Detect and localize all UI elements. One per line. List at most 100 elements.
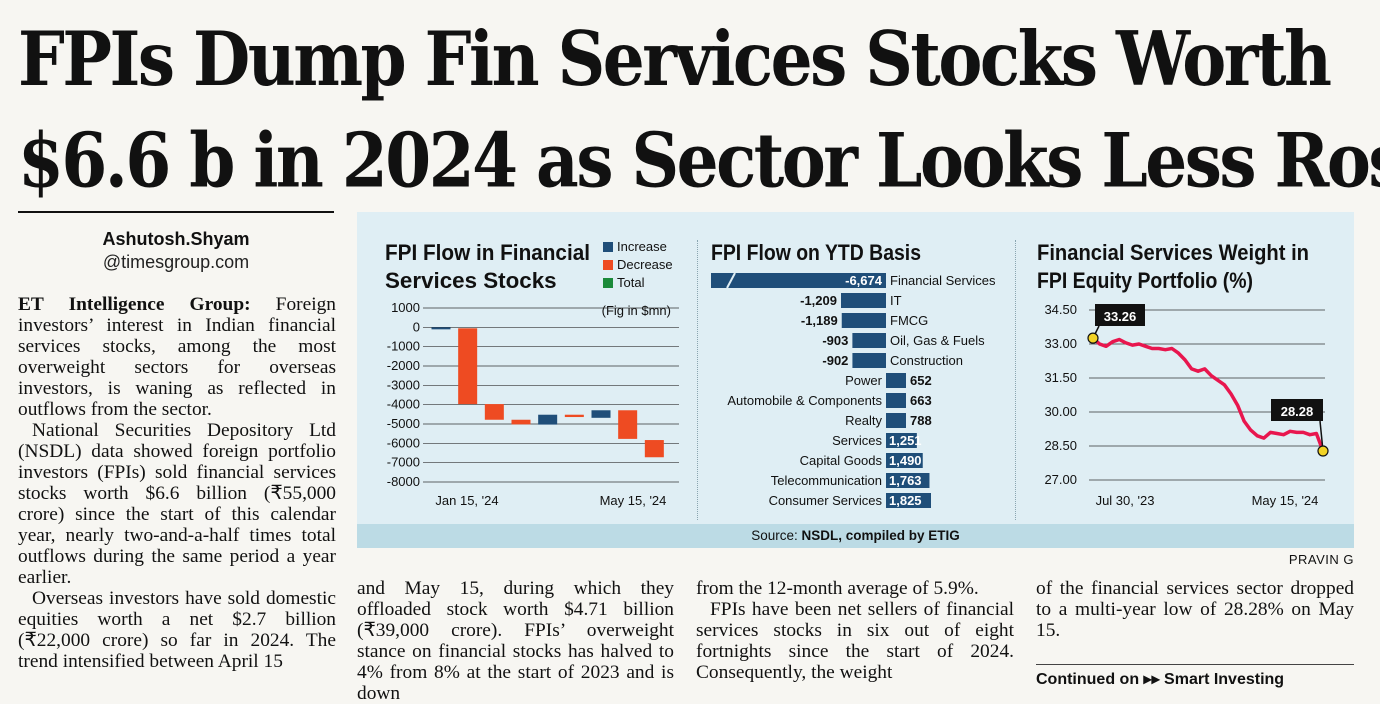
ytd-value-label: -6,674	[845, 273, 883, 288]
ytd-sector-label: Realty	[845, 413, 882, 428]
article-text: Foreign investors’ interest in Indian fi…	[18, 294, 336, 420]
waterfall-bar	[538, 414, 558, 425]
chart-title: Financial Services Weight in	[1037, 240, 1309, 265]
ytd-bar	[711, 273, 886, 288]
ytd-value-label: -902	[822, 353, 848, 368]
ytd-bar	[886, 393, 906, 408]
article-paragraph: Overseas investors have sold domestic eq…	[18, 588, 336, 672]
ytd-bar	[886, 433, 917, 448]
ytd-bar	[886, 373, 906, 388]
article-lead: ET Intelligence Group:	[18, 294, 251, 315]
ytd-sector-label: Services	[832, 433, 882, 448]
end-value-box	[1271, 399, 1323, 421]
article-paragraph: and May 15, during which they offloaded …	[357, 578, 674, 704]
waterfall-bar	[618, 410, 638, 439]
chart-title: Services Stocks	[385, 268, 557, 293]
panel-divider	[697, 240, 698, 520]
ytd-value-label: 1,763	[889, 473, 922, 488]
ytd-bar	[886, 413, 906, 428]
fpi-flow-ytd-chart: FPI Flow on YTD Basis -6,674 Financial Ser…	[711, 240, 996, 508]
article-paragraph: National Securities Depository Ltd (NSDL…	[18, 420, 336, 588]
ytd-sector-label: FMCG	[890, 313, 928, 328]
ytd-value-label: -903	[822, 333, 848, 348]
ytd-sector-label: Power	[845, 373, 883, 388]
y-tick-label: 34.50	[1044, 302, 1077, 317]
start-marker	[1087, 332, 1099, 344]
ytd-sector-label: Consumer Services	[769, 493, 883, 508]
waterfall-bar	[564, 414, 584, 418]
article-column-1: ET Intelligence Group: Foreign investors…	[18, 294, 336, 672]
ytd-sector-label: Capital Goods	[800, 453, 883, 468]
headline-line-2: $6.6 b in 2024 as Sector Looks Less Rosy	[18, 116, 1380, 205]
ytd-bar	[852, 353, 886, 368]
waterfall-bar	[511, 419, 531, 425]
start-value-label: 33.26	[1104, 309, 1137, 324]
y-tick-label: -4000	[387, 397, 420, 412]
ytd-value-label: 652	[910, 373, 932, 388]
y-tick-label: -6000	[387, 435, 420, 450]
article-column-4: of the financial services sector dropped…	[1036, 578, 1354, 641]
y-tick-label: 33.00	[1044, 336, 1077, 351]
waterfall-bar	[458, 328, 478, 405]
ytd-bar	[841, 313, 886, 328]
legend-swatch	[603, 242, 613, 252]
y-tick-label: 27.00	[1044, 472, 1077, 487]
article-paragraph: from the 12-month average of 5.9%.	[696, 578, 979, 599]
legend-swatch	[603, 260, 613, 270]
chart-source: Source: NSDL, compiled by ETIG	[357, 524, 1354, 548]
waterfall-bar	[484, 404, 504, 420]
financial-weight-chart: Financial Services Weight in FPI Equity P…	[1037, 240, 1329, 508]
byline-author: Ashutosh.Shyam	[102, 229, 250, 249]
y-tick-label: -7000	[387, 455, 420, 470]
ytd-sector-label: Oil, Gas & Fuels	[890, 333, 985, 348]
end-value-label: 28.28	[1281, 404, 1314, 419]
ytd-sector-label: Automobile & Components	[727, 393, 882, 408]
chart-title: FPI Flow in Financial	[385, 240, 590, 265]
graphics-panel	[357, 212, 1354, 548]
fpi-flow-waterfall-chart: FPI Flow in Financial Services Stocks Incr…	[385, 239, 679, 508]
article-paragraph: ET Intelligence Group: Foreign investors…	[18, 294, 336, 420]
x-tick-label: Jul 30, '23	[1096, 493, 1155, 508]
start-value-box	[1095, 304, 1145, 326]
waterfall-bar	[431, 327, 451, 330]
bar-break-mark	[726, 272, 736, 289]
headline-line-1: FPIs Dump Fin Services Stocks Worth	[18, 14, 1332, 103]
article-paragraph: of the financial services sector dropped…	[1036, 578, 1354, 641]
legend-label: Decrease	[617, 257, 673, 272]
x-tick-label: May 15, '24	[600, 493, 667, 508]
ytd-value-label: 1,490	[889, 453, 922, 468]
ytd-sector-label: IT	[890, 293, 902, 308]
weight-line	[1091, 336, 1325, 452]
ytd-value-label: 663	[910, 393, 932, 408]
ytd-bar	[886, 453, 923, 468]
y-tick-label: -3000	[387, 377, 420, 392]
ytd-sector-label: Telecommunication	[771, 473, 882, 488]
legend-label: Increase	[617, 239, 667, 254]
y-tick-label: 30.00	[1044, 404, 1077, 419]
ytd-bar	[841, 293, 886, 308]
y-tick-label: -8000	[387, 474, 420, 489]
source-prefix: Source:	[751, 528, 802, 543]
article-paragraph: FPIs have been net sellers of financial …	[696, 599, 1014, 683]
ytd-sector-label: Construction	[890, 353, 963, 368]
waterfall-bar	[644, 440, 664, 458]
y-tick-label: -1000	[387, 339, 420, 354]
y-tick-label: -5000	[387, 416, 420, 431]
y-tick-label: -2000	[387, 358, 420, 373]
byline-org: @timesgroup.com	[102, 252, 250, 272]
continued-link[interactable]: Continued on ▸▸ Smart Investing	[1036, 664, 1354, 689]
panel-divider	[1015, 240, 1016, 520]
ytd-value-label: 1,825	[889, 493, 922, 508]
y-tick-label: 31.50	[1044, 370, 1077, 385]
chart-title: FPI Equity Portfolio (%)	[1037, 268, 1253, 293]
y-tick-label: 0	[413, 319, 420, 334]
headline: FPIs Dump Fin Services Stocks Worth $6.6…	[18, 8, 1380, 211]
source-text: NSDL, compiled by ETIG	[801, 528, 960, 543]
ytd-bar	[852, 333, 886, 348]
article-column-3: from the 12-month average of 5.9%. FPIs …	[696, 578, 1014, 683]
ytd-sector-label: Financial Services	[890, 273, 996, 288]
chart-title: FPI Flow on YTD Basis	[711, 240, 921, 265]
x-tick-label: Jan 15, '24	[435, 493, 498, 508]
end-marker	[1317, 445, 1329, 457]
ytd-bar	[886, 493, 931, 508]
